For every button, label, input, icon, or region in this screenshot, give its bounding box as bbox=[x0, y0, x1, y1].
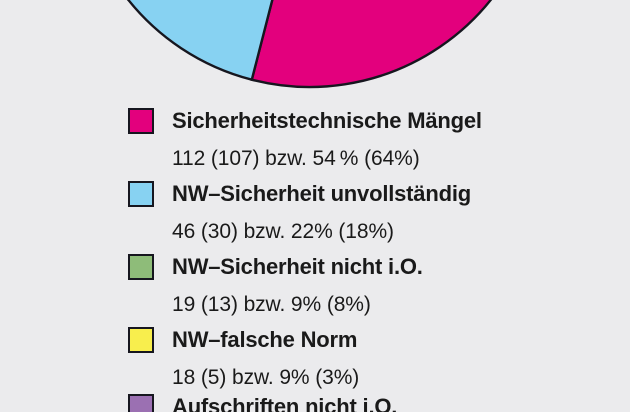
legend-label: Sicherheitstechnische Mängel bbox=[172, 108, 482, 133]
legend-value: 19 (13) bzw. 9% (8%) bbox=[172, 293, 371, 316]
legend-item-nw-sicherheit-unvollstaendig: NW–Sicherheit unvollständig 46 (30) bzw.… bbox=[128, 181, 598, 244]
pie-slice bbox=[250, 0, 493, 89]
legend-swatch-blue bbox=[128, 181, 154, 207]
legend-item-aufschriften-nicht-io: Aufschriften nicht i.O. bbox=[128, 394, 598, 412]
legend-label: NW–Sicherheit nicht i.O. bbox=[172, 254, 423, 279]
legend-value: 46 (30) bzw. 22% (18%) bbox=[172, 220, 394, 243]
legend-item-nw-sicherheit-nicht-io: NW–Sicherheit nicht i.O. 19 (13) bzw. 9%… bbox=[128, 254, 598, 317]
legend-swatch-yellow bbox=[128, 327, 154, 353]
legend-swatch-magenta bbox=[128, 108, 154, 134]
legend-item-nw-falsche-norm: NW–falsche Norm 18 (5) bzw. 9% (3%) bbox=[128, 327, 598, 390]
legend-value: 18 (5) bzw. 9% (3%) bbox=[172, 366, 360, 389]
legend-label: NW–Sicherheit unvollständig bbox=[172, 181, 471, 206]
legend-label: Aufschriften nicht i.O. bbox=[172, 394, 398, 412]
legend-item-sicherheitstechnische-maengel: Sicherheitstechnische Mängel 112 (107) b… bbox=[128, 108, 598, 171]
legend-swatch-green bbox=[128, 254, 154, 280]
pie-slice bbox=[126, 0, 274, 82]
legend-swatch-purple bbox=[128, 394, 154, 412]
legend-value: 112 (107) bzw. 54 % (64%) bbox=[172, 147, 420, 170]
legend-label: NW–falsche Norm bbox=[172, 327, 358, 352]
